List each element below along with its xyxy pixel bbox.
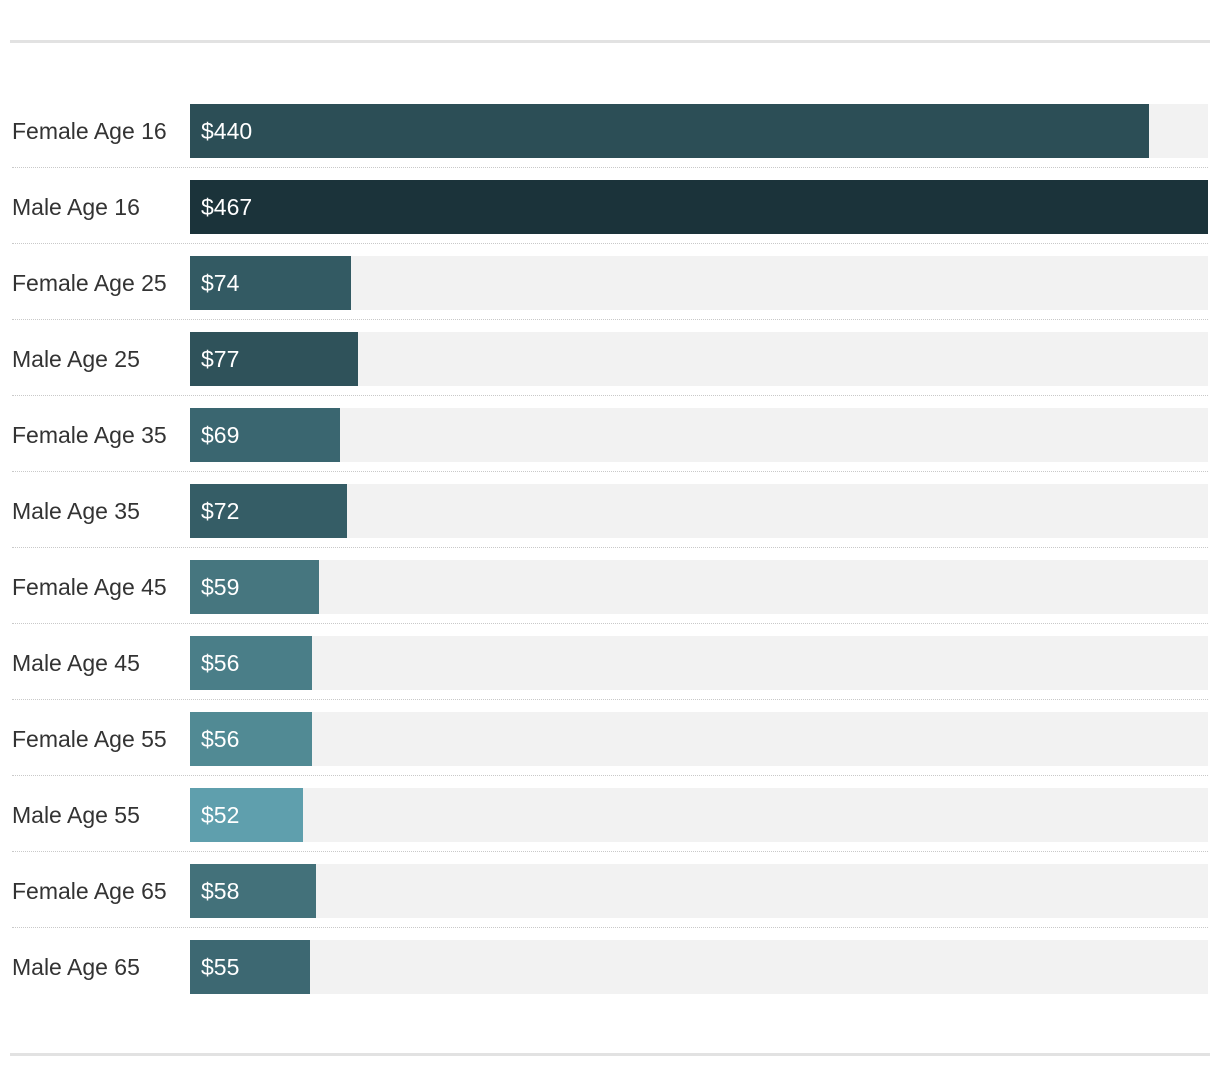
bar-track: $56 [190, 712, 1208, 766]
category-label: Female Age 65 [12, 878, 167, 904]
bar-chart: Female Age 16 $440 Male Age 16 $467 Female A… [0, 92, 1220, 1004]
category-label: Male Age 55 [12, 802, 140, 828]
bar [190, 104, 1149, 158]
value-label: $52 [201, 802, 240, 828]
category-label: Female Age 35 [12, 422, 167, 448]
row-separator [12, 547, 1208, 548]
value-label: $74 [201, 270, 240, 296]
bar [190, 940, 310, 994]
bar [190, 864, 316, 918]
bar-track: $52 [190, 788, 1208, 842]
bar-track: $467 [190, 180, 1208, 234]
category-label: Female Age 16 [12, 118, 167, 144]
bar [190, 788, 303, 842]
bar-row: Male Age 16 $467 [0, 168, 1220, 244]
bar-row: Female Age 25 $74 [0, 244, 1220, 320]
bar-row: Male Age 65 $55 [0, 928, 1220, 1004]
bar [190, 180, 1208, 234]
bar-row: Male Age 35 $72 [0, 472, 1220, 548]
bar-row: Female Age 45 $59 [0, 548, 1220, 624]
top-divider [10, 40, 1210, 43]
value-label: $440 [201, 118, 253, 144]
row-separator [12, 167, 1208, 168]
value-label: $72 [201, 498, 240, 524]
row-separator [12, 851, 1208, 852]
bar-track: $56 [190, 636, 1208, 690]
row-separator [12, 699, 1208, 700]
value-label: $56 [201, 726, 240, 752]
bar-track: $58 [190, 864, 1208, 918]
bar-row: Male Age 25 $77 [0, 320, 1220, 396]
value-label: $55 [201, 954, 240, 980]
row-separator [12, 471, 1208, 472]
bar-track: $69 [190, 408, 1208, 462]
bar-track: $55 [190, 940, 1208, 994]
bar-track: $440 [190, 104, 1208, 158]
bar-track: $77 [190, 332, 1208, 386]
category-label: Female Age 45 [12, 574, 167, 600]
category-label: Male Age 65 [12, 954, 140, 980]
bar [190, 636, 312, 690]
category-label: Male Age 25 [12, 346, 140, 372]
bar-track: $72 [190, 484, 1208, 538]
value-label: $467 [201, 194, 253, 220]
row-separator [12, 623, 1208, 624]
bar-row: Female Age 65 $58 [0, 852, 1220, 928]
category-label: Male Age 16 [12, 194, 140, 220]
row-separator [12, 927, 1208, 928]
bar-row: Male Age 45 $56 [0, 624, 1220, 700]
bar [190, 484, 347, 538]
value-label: $58 [201, 878, 240, 904]
row-separator [12, 243, 1208, 244]
bar [190, 332, 358, 386]
bar-row: Male Age 55 $52 [0, 776, 1220, 852]
bar [190, 560, 319, 614]
bar-row: Female Age 16 $440 [0, 92, 1220, 168]
category-label: Male Age 35 [12, 498, 140, 524]
value-label: $59 [201, 574, 240, 600]
bar [190, 256, 351, 310]
value-label: $77 [201, 346, 240, 372]
value-label: $56 [201, 650, 240, 676]
row-separator [12, 775, 1208, 776]
value-label: $69 [201, 422, 240, 448]
category-label: Male Age 45 [12, 650, 140, 676]
bar-track: $74 [190, 256, 1208, 310]
category-label: Female Age 55 [12, 726, 167, 752]
row-separator [12, 395, 1208, 396]
bar-track: $59 [190, 560, 1208, 614]
bar-row: Female Age 55 $56 [0, 700, 1220, 776]
bar-row: Female Age 35 $69 [0, 396, 1220, 472]
bar [190, 712, 312, 766]
row-separator [12, 319, 1208, 320]
bottom-divider [10, 1053, 1210, 1056]
bar [190, 408, 340, 462]
category-label: Female Age 25 [12, 270, 167, 296]
